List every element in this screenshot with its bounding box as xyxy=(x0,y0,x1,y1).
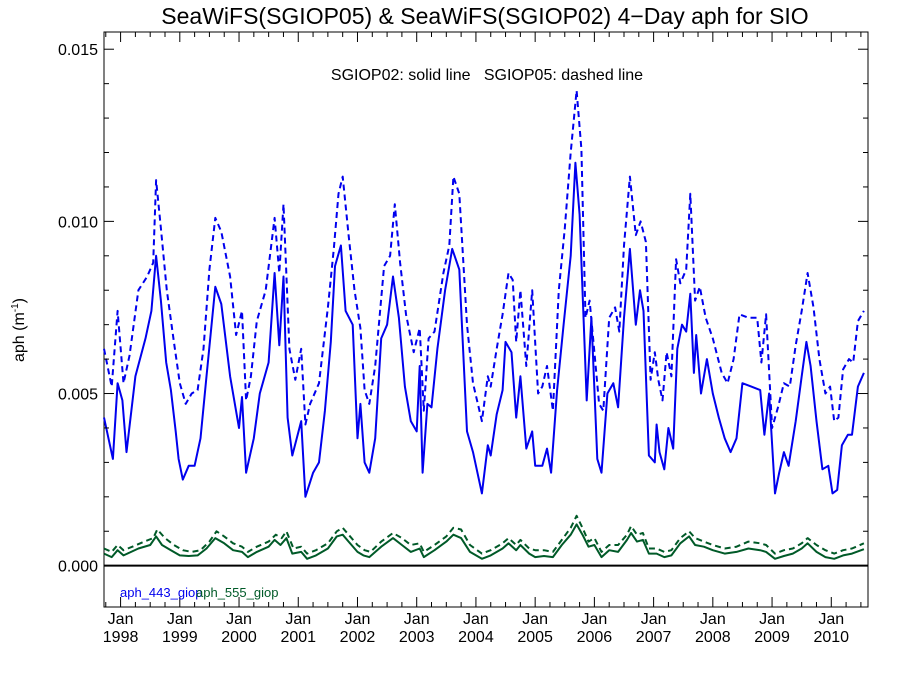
x-tick-month-label: Jan xyxy=(641,611,667,628)
x-tick-labels: Jan1998Jan1999Jan2000Jan2001Jan2002Jan20… xyxy=(103,611,849,646)
x-tick-month-label: Jan xyxy=(345,611,371,628)
series-line-aph_555_giop-SGIOP05 xyxy=(103,514,865,555)
x-tick-year-label: 2003 xyxy=(399,629,435,646)
y-axis-label-close: ) xyxy=(11,298,28,303)
x-tick-year-label: 2005 xyxy=(517,629,553,646)
x-tick-year-label: 2009 xyxy=(754,629,790,646)
x-tick-month-label: Jan xyxy=(522,611,548,628)
axis-ticks xyxy=(104,32,868,607)
y-axis-label: aph (m-1) xyxy=(10,298,28,362)
x-tick-year-label: 2008 xyxy=(695,629,731,646)
y-axis-label-main: aph (m xyxy=(11,312,28,362)
y-tick-label: 0.015 xyxy=(58,42,98,59)
x-tick-month-label: Jan xyxy=(404,611,430,628)
x-tick-year-label: 1998 xyxy=(103,629,139,646)
chart-title: SeaWiFS(SGIOP05) & SeaWiFS(SGIOP02) 4−Da… xyxy=(161,3,808,29)
x-tick-year-label: 2001 xyxy=(280,629,316,646)
plot-frame xyxy=(103,31,869,608)
y-axis-label-exponent: -1 xyxy=(10,303,21,312)
line-style-annotation: SGIOP02: solid line SGIOP05: dashed line xyxy=(331,67,643,84)
series-line-aph_443_giop-SGIOP02 xyxy=(103,161,865,498)
plot-area xyxy=(103,31,869,608)
x-tick-year-label: 2007 xyxy=(636,629,672,646)
series-layer xyxy=(103,89,865,560)
y-tick-label: 0.000 xyxy=(58,559,98,576)
x-tick-month-label: Jan xyxy=(108,611,134,628)
x-tick-year-label: 2000 xyxy=(221,629,257,646)
x-tick-month-label: Jan xyxy=(463,611,489,628)
x-tick-month-label: Jan xyxy=(700,611,726,628)
x-tick-year-label: 1999 xyxy=(162,629,198,646)
x-tick-month-label: Jan xyxy=(285,611,311,628)
x-tick-month-label: Jan xyxy=(818,611,844,628)
y-tick-label: 0.005 xyxy=(58,387,98,404)
x-tick-year-label: 2006 xyxy=(577,629,613,646)
x-tick-year-label: 2004 xyxy=(458,629,494,646)
legend-entry-aph_555_giop: aph_555_giop xyxy=(196,585,278,600)
x-tick-year-label: 2002 xyxy=(340,629,376,646)
legend-entry-aph_443_giop: aph_443_giop xyxy=(120,585,202,600)
y-tick-labels: 0.000 0.005 0.010 0.015 xyxy=(58,42,98,575)
x-tick-year-label: 2010 xyxy=(813,629,849,646)
series-line-aph_555_giop-SGIOP02 xyxy=(103,523,865,560)
x-tick-month-label: Jan xyxy=(581,611,607,628)
x-tick-month-label: Jan xyxy=(226,611,252,628)
x-tick-month-label: Jan xyxy=(167,611,193,628)
series-line-aph_443_giop-SGIOP05 xyxy=(103,89,865,429)
x-tick-month-label: Jan xyxy=(759,611,785,628)
y-tick-label: 0.010 xyxy=(58,214,98,231)
